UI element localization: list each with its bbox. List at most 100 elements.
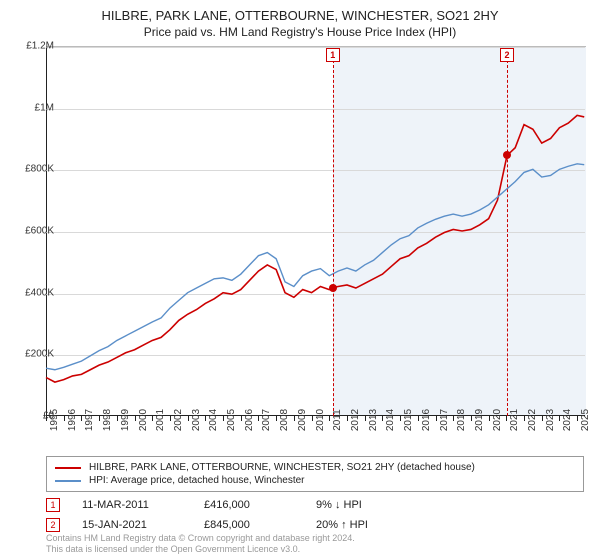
x-tick — [365, 416, 366, 421]
x-tick — [542, 416, 543, 421]
legend-item-property: HILBRE, PARK LANE, OTTERBOURNE, WINCHEST… — [55, 461, 575, 474]
legend-label-hpi: HPI: Average price, detached house, Winc… — [89, 475, 305, 486]
sale-vline-1 — [333, 60, 334, 416]
x-tick — [152, 416, 153, 421]
sale-marker-1: 1 — [46, 498, 60, 512]
x-tick-label: 2014 — [385, 409, 396, 431]
x-tick-label: 2009 — [297, 409, 308, 431]
x-tick — [506, 416, 507, 421]
sale-dot-2 — [503, 151, 511, 159]
x-tick — [577, 416, 578, 421]
y-tick-label: £200K — [14, 349, 54, 360]
series-hpi — [46, 164, 584, 370]
x-tick-label: 1997 — [84, 409, 95, 431]
x-tick-label: 2010 — [315, 409, 326, 431]
line-layer — [46, 46, 586, 416]
y-tick-label: £1M — [14, 102, 54, 113]
legend-label-property: HILBRE, PARK LANE, OTTERBOURNE, WINCHEST… — [89, 462, 475, 473]
x-tick-label: 2021 — [509, 409, 520, 431]
sale-flag-2: 2 — [500, 48, 514, 62]
footer-line1: Contains HM Land Registry data © Crown c… — [46, 533, 355, 545]
y-tick-label: £600K — [14, 226, 54, 237]
sale-date-1: 11-MAR-2011 — [82, 499, 182, 511]
chart-subtitle: Price paid vs. HM Land Registry's House … — [0, 23, 600, 39]
x-tick — [135, 416, 136, 421]
sale-row-2: 2 15-JAN-2021 £845,000 20% ↑ HPI — [46, 518, 584, 532]
x-tick-label: 2007 — [261, 409, 272, 431]
chart-container: { "title": "HILBRE, PARK LANE, OTTERBOUR… — [0, 0, 600, 560]
legend-swatch-hpi — [55, 480, 81, 482]
x-tick — [400, 416, 401, 421]
x-tick — [329, 416, 330, 421]
x-tick-label: 2017 — [439, 409, 450, 431]
x-tick-label: 2008 — [279, 409, 290, 431]
legend-item-hpi: HPI: Average price, detached house, Winc… — [55, 474, 575, 487]
sale-row-1: 1 11-MAR-2011 £416,000 9% ↓ HPI — [46, 498, 584, 512]
x-tick-label: 2023 — [545, 409, 556, 431]
x-tick — [258, 416, 259, 421]
x-tick-label: 2015 — [403, 409, 414, 431]
chart-title: HILBRE, PARK LANE, OTTERBOURNE, WINCHEST… — [0, 0, 600, 23]
sale-vline-2 — [507, 60, 508, 416]
sale-delta-1: 9% ↓ HPI — [316, 499, 362, 511]
x-tick — [418, 416, 419, 421]
x-tick — [559, 416, 560, 421]
x-tick — [347, 416, 348, 421]
x-tick — [81, 416, 82, 421]
x-tick-label: 2025 — [580, 409, 591, 431]
x-tick — [276, 416, 277, 421]
x-tick-label: 2020 — [492, 409, 503, 431]
x-tick-label: 2005 — [226, 409, 237, 431]
x-tick — [64, 416, 65, 421]
x-tick — [99, 416, 100, 421]
x-tick-label: 2024 — [562, 409, 573, 431]
x-tick-label: 2001 — [155, 409, 166, 431]
x-tick — [223, 416, 224, 421]
x-tick — [294, 416, 295, 421]
x-tick-label: 2003 — [191, 409, 202, 431]
x-tick — [453, 416, 454, 421]
x-tick — [382, 416, 383, 421]
y-tick-label: £1.2M — [14, 41, 54, 52]
x-tick-label: 2013 — [368, 409, 379, 431]
x-tick-label: 1998 — [102, 409, 113, 431]
sale-marker-2: 2 — [46, 518, 60, 532]
x-tick — [170, 416, 171, 421]
footer-line2: This data is licensed under the Open Gov… — [46, 544, 355, 556]
x-tick-label: 2004 — [208, 409, 219, 431]
sale-date-2: 15-JAN-2021 — [82, 519, 182, 531]
x-tick-label: 1996 — [67, 409, 78, 431]
x-tick — [241, 416, 242, 421]
x-tick-label: 1999 — [120, 409, 131, 431]
y-tick-label: £800K — [14, 164, 54, 175]
x-tick-label: 2018 — [456, 409, 467, 431]
sale-dot-1 — [329, 284, 337, 292]
y-tick-label: £0 — [14, 411, 54, 422]
x-tick — [117, 416, 118, 421]
x-tick-label: 2002 — [173, 409, 184, 431]
x-tick-label: 1995 — [49, 409, 60, 431]
x-tick — [188, 416, 189, 421]
x-tick-label: 2019 — [474, 409, 485, 431]
legend-swatch-property — [55, 467, 81, 469]
x-tick-label: 2016 — [421, 409, 432, 431]
sale-price-2: £845,000 — [204, 519, 294, 531]
x-tick-label: 2011 — [332, 409, 343, 431]
x-tick — [524, 416, 525, 421]
x-tick — [436, 416, 437, 421]
footer-text: Contains HM Land Registry data © Crown c… — [46, 533, 355, 556]
x-tick-label: 2000 — [138, 409, 149, 431]
y-tick-label: £400K — [14, 287, 54, 298]
legend-box: HILBRE, PARK LANE, OTTERBOURNE, WINCHEST… — [46, 456, 584, 492]
x-tick — [205, 416, 206, 421]
x-tick — [489, 416, 490, 421]
x-tick — [471, 416, 472, 421]
x-tick — [312, 416, 313, 421]
sale-flag-1: 1 — [326, 48, 340, 62]
x-tick-label: 2006 — [244, 409, 255, 431]
x-tick-label: 2022 — [527, 409, 538, 431]
x-tick — [46, 416, 47, 421]
sale-delta-2: 20% ↑ HPI — [316, 519, 368, 531]
sale-price-1: £416,000 — [204, 499, 294, 511]
x-tick-label: 2012 — [350, 409, 361, 431]
